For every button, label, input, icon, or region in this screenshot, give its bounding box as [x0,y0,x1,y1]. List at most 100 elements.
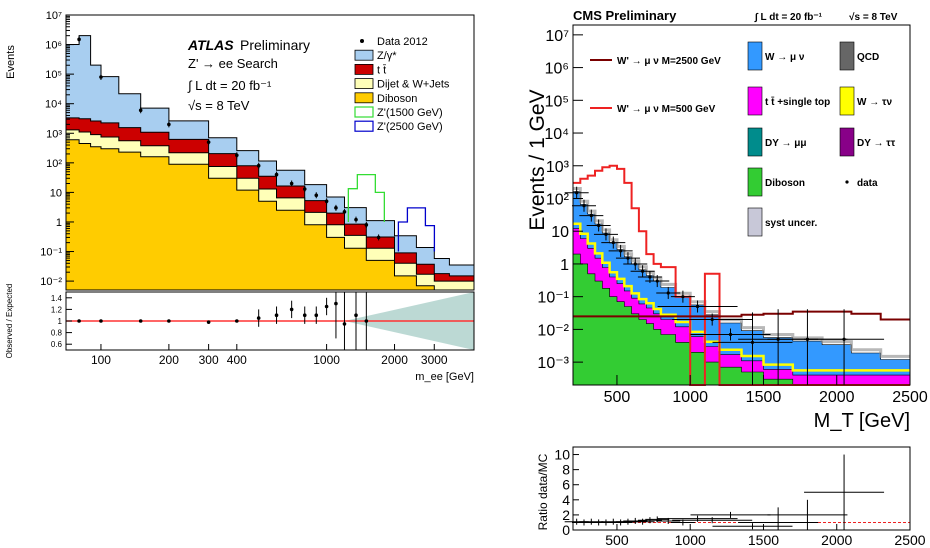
cms-data-point [695,304,700,309]
cms-legend-entry: W' → μ ν M=2500 GeV [617,56,721,67]
atlas-label: ATLAS [187,37,234,53]
atlas-legend-entry: Diboson [377,93,417,105]
atlas-y-tick-label: 10⁻¹ [40,247,62,259]
atlas-legend-entry: Z'(1500 GeV) [377,107,443,119]
atlas-x-tick-label: 100 [91,353,111,367]
atlas-legend-marker-data [360,39,364,43]
cms-ratio-y-tick-label: 6 [562,477,570,493]
cms-legend-swatch [839,86,855,116]
atlas-ratio-point [342,322,347,326]
atlas-ratio-point [138,319,143,323]
cms-ratio-y-tick-label: 0 [562,522,570,538]
atlas-y-axis-label: Events [5,45,17,79]
atlas-data-point [138,108,143,113]
cms-ratio-y-axis-label: Ratio data/MC [536,453,550,530]
atlas-data-point [77,37,81,42]
cms-ratio-frame [572,446,911,531]
cms-ratio-y-tick-label: 8 [562,462,570,478]
cms-x-tick-label: 500 [604,389,631,406]
cms-legend-swatch [839,41,855,71]
atlas-data-point [235,153,239,158]
atlas-ratio-point [302,313,307,318]
cms-y-tick-label: 10 [551,224,569,241]
cms-legend-entry: t t̄ +single top [765,96,830,108]
atlas-ratio-point [324,304,329,309]
atlas-ratio-point [99,319,103,323]
atlas-data-point [364,223,369,227]
cms-y-tick-label: 10⁻² [537,322,569,339]
atlas-legend-swatch [354,92,374,104]
cms-legend-swatch [747,41,763,71]
cms-data-point [750,340,755,345]
atlas-ratio-y-tick-label: 0.6 [51,340,63,349]
atlas-analysis-label: Z' → ee Search [188,56,278,71]
cms-legend-swatch [747,86,763,116]
cms-legend-swatch [747,167,763,197]
atlas-legend-swatch [354,78,374,89]
atlas-ratio-y-axis-label: Observed / Expected [5,284,14,359]
cms-data-point [655,279,659,283]
atlas-legend-swatch [354,120,374,132]
atlas-ratio-point [289,307,294,312]
cms-energy-label: √s = 8 TeV [849,12,898,23]
cms-ratio-x-tick-label: 1000 [675,532,706,548]
atlas-legend-entry: Data 2012 [377,36,428,48]
cms-x-axis-label: M_T [GeV] [814,410,910,432]
atlas-energy-label: √s = 8 TeV [188,98,250,113]
cms-y-tick-label: 10⁷ [545,28,569,45]
atlas-data-point [99,75,103,79]
cms-ratio-y-tick-label: 4 [562,492,570,508]
atlas-x-tick-label: 300 [199,353,219,367]
cms-ratio-x-tick-label: 2500 [894,532,925,548]
atlas-x-tick-label: 1000 [313,353,340,367]
atlas-y-tick-label: 10³ [46,128,62,140]
cms-data-point [640,269,645,273]
atlas-ratio-point [235,319,239,323]
atlas-y-tick-label: 10 [50,187,62,199]
cms-x-tick-label: 1500 [746,389,782,406]
atlas-ratio-point [77,319,81,323]
cms-data-point [666,291,670,295]
atlas-data-point [314,193,319,198]
atlas-preliminary-label: Preliminary [240,37,310,53]
atlas-main-frame [65,14,475,291]
atlas-x-tick-label: 3000 [421,353,448,367]
cms-data-point [842,337,846,341]
cms-data-point [597,223,601,228]
cms-data-point [681,295,685,299]
cms-data-point [604,232,608,236]
cms-legend-entry: DY → ττ [857,138,896,149]
cms-x-tick-label: 2500 [892,389,928,406]
cms-ratio-x-tick-label: 500 [605,532,629,548]
cms-y-tick-label: 10² [546,191,570,208]
atlas-data-point [354,217,358,222]
atlas-data-point [376,235,381,240]
cms-legend-entry: QCD [857,52,879,63]
atlas-data-point [324,199,329,204]
atlas-y-tick-label: 10⁵ [45,69,62,81]
atlas-y-tick-label: 1 [56,217,62,229]
atlas-ratio-point [314,313,319,318]
atlas-ratio-point [274,313,279,318]
atlas-data-point [334,206,338,210]
cms-y-tick-label: 10³ [546,159,570,176]
cms-stack-diboson [572,253,910,386]
cms-ratio-x-tick-label: 2000 [821,532,852,548]
atlas-x-axis-label: m_ee [GeV] [415,371,474,383]
cms-y-tick-label: 10⁻¹ [537,290,569,307]
atlas-ratio-y-tick-label: 1 [58,317,63,326]
atlas-x-tick-label: 2000 [381,353,408,367]
cms-y-axis-label: Events / 1 GeV [526,89,549,230]
atlas-y-tick-label: 10⁻² [40,276,62,288]
cms-data-point [626,256,630,260]
cms-legend-entry: data [857,178,878,189]
cms-ratio-y-tick-label: 2 [562,507,570,523]
cms-main-frame [572,24,911,386]
atlas-zprime-1500-curve [347,173,385,222]
atlas-ratio-y-tick-label: 0.8 [51,329,63,338]
atlas-data-point [302,187,307,191]
atlas-ratio-point [364,319,369,323]
atlas-data-point [274,172,279,177]
cms-data-point [575,191,579,195]
atlas-lumi-label: ∫ L dt = 20 fb⁻¹ [187,78,272,93]
